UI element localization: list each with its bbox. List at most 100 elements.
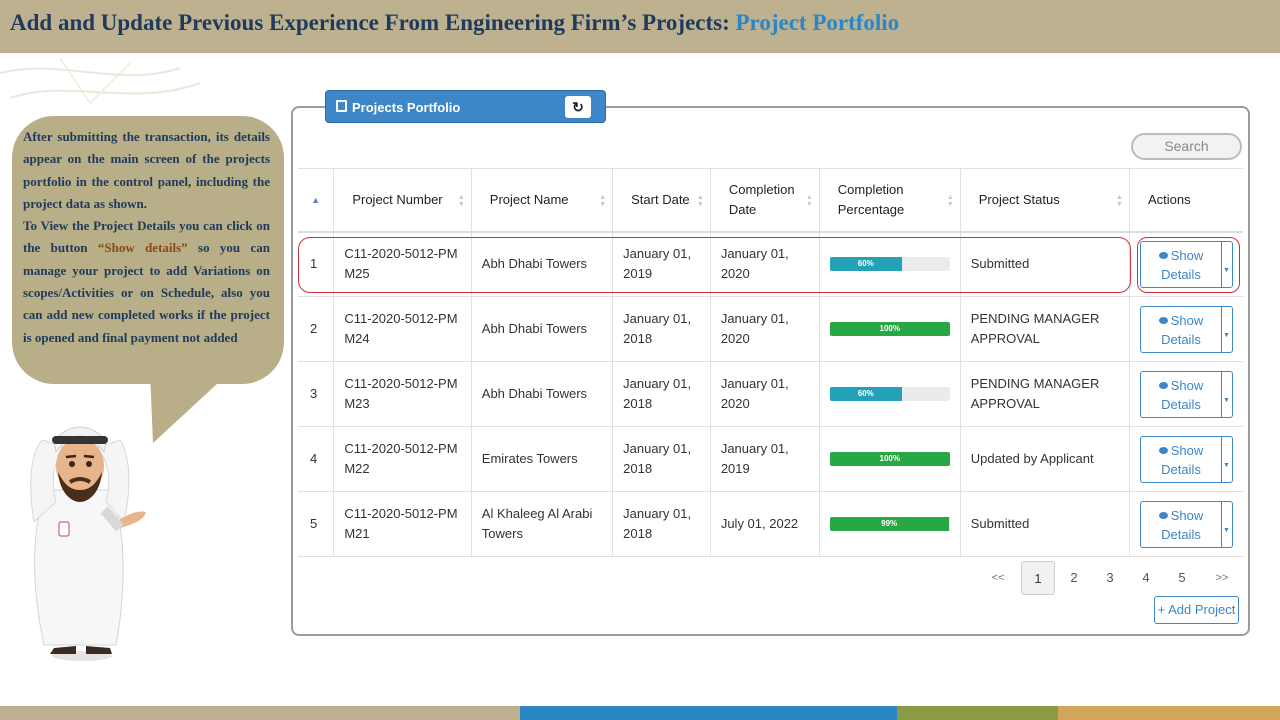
show-details-label: Show Details [1161,377,1204,412]
progress-bar: 100% [829,452,950,466]
progress-bar-fill: 100% [829,322,950,336]
actions-cell: Show Details ▼ [1129,231,1243,297]
dropdown-caret-icon[interactable]: ▼ [1223,266,1230,274]
progress-bar: 60% [829,387,950,401]
search-input[interactable]: Search [1131,133,1242,160]
column-header-project-number[interactable]: Project Number ▲ ▼ [333,168,472,233]
footer-segment [520,706,897,720]
progress-bar: 60% [829,257,950,272]
start-date-cell: January 01, 2018 [612,426,711,492]
project-name-cell: Emirates Towers [471,426,614,492]
start-date-cell: January 01, 2018 [612,491,711,557]
show-details-button[interactable]: Show Details [1141,436,1222,482]
progress-bar: 100% [829,322,950,336]
pagination-page-5[interactable]: 5 [1178,570,1186,585]
panel-title: Projects Portfolio [352,100,461,115]
column-header-actions: Actions [1129,168,1243,233]
dropdown-caret-icon[interactable]: ▼ [1223,331,1230,339]
progress-bar-fill: 100% [829,452,950,466]
project-number-cell: C11-2020-5012-PMM22 [333,426,472,492]
show-details-button[interactable]: Show Details [1141,371,1222,417]
show-details-button[interactable]: Show Details [1141,241,1222,287]
dropdown-caret-icon[interactable]: ▼ [1223,396,1230,404]
show-details-label: Show Details [1161,312,1204,347]
add-project-button[interactable]: + Add Project [1154,596,1239,624]
completion-percentage-cell: 60% [819,361,961,427]
completion-percentage-cell: 100% [819,296,961,362]
row-index: 5 [298,491,335,557]
sort-icon: ▲ ▼ [599,194,607,208]
progress-bar-fill: 60% [829,387,902,401]
project-number-cell: C11-2020-5012-PMM25 [333,231,472,297]
refresh-icon: ↻ [572,99,584,115]
sort-icon: ▲ ▼ [946,194,954,208]
show-details-button[interactable]: Show Details [1141,501,1222,547]
column-header-completion-date[interactable]: Completion Date ▲ ▼ [710,168,820,233]
speech-bubble-tail [150,372,230,443]
show-details-button-group: Show Details ▼ [1139,435,1233,483]
actions-cell: Show Details ▼ [1129,361,1243,427]
show-details-button-group: Show Details ▼ [1139,370,1233,418]
pagination-prev[interactable]: << [991,572,1005,584]
speech-bubble [12,116,284,384]
sort-icon: ▲ ▼ [805,194,813,208]
project-number-cell: C11-2020-5012-PMM21 [333,491,472,557]
table-row: 5 C11-2020-5012-PMM21 Al Khaleeg Al Arabi … [298,491,1243,557]
footer-segment [1058,706,1280,720]
refresh-button[interactable]: ↻ [565,96,591,118]
project-status-cell: PENDING MANAGER APPROVAL [960,361,1130,427]
sort-index-column-header[interactable]: ▲ [298,168,335,233]
row-index: 2 [298,296,335,362]
eye-icon [1158,251,1168,259]
show-details-label: Show Details [1161,507,1204,542]
project-status-cell: Updated by Applicant [960,426,1130,492]
project-status-cell: PENDING MANAGER APPROVAL [960,296,1130,362]
show-details-button[interactable]: Show Details [1141,306,1222,352]
completion-percentage-cell: 100% [819,426,961,492]
start-date-cell: January 01, 2018 [612,361,711,427]
project-number-cell: C11-2020-5012-PMM23 [333,361,472,427]
actions-cell: Show Details ▼ [1129,426,1243,492]
show-details-button-group: Show Details ▼ [1139,305,1233,353]
footer-segment [0,706,520,720]
pagination-page-3[interactable]: 3 [1106,570,1114,585]
column-header-project-status[interactable]: Project Status ▲ ▼ [960,168,1130,233]
project-name-cell: Abh Dhabi Towers [471,231,614,297]
button-highlight-callout [1137,237,1240,293]
eye-icon [1158,381,1168,389]
pagination-page-2[interactable]: 2 [1070,570,1078,585]
table-row: 3 C11-2020-5012-PMM23 Abh Dhabi Towers Janu… [298,361,1243,427]
table-row: 1 C11-2020-5012-PMM25 Abh Dhabi Towers Janu… [298,231,1243,297]
instruction-text: After submitting the transaction, its de… [23,129,271,345]
project-name-cell: Abh Dhabi Towers [471,361,614,427]
show-details-button-group: Show Details ▼ [1139,500,1233,548]
pagination-page-1[interactable]: 1 [1021,561,1055,595]
completion-date-cell: January 01, 2020 [710,296,820,362]
column-header-project-name[interactable]: Project Name ▲ ▼ [471,168,614,233]
actions-cell: Show Details ▼ [1129,296,1243,362]
eye-icon [1158,446,1168,454]
pagination-page-4[interactable]: 4 [1142,570,1150,585]
table-row: 2 C11-2020-5012-PMM24 Abh Dhabi Towers Janu… [298,296,1243,362]
column-header-start-date[interactable]: Start Date ▲ ▼ [612,168,711,233]
show-details-label: Show Details [1161,247,1204,282]
dropdown-caret-icon[interactable]: ▼ [1223,461,1230,469]
completion-percentage-cell: 60% [819,231,961,297]
pagination-next[interactable]: >> [1215,572,1229,584]
progress-bar-fill: 99% [829,517,949,531]
dropdown-caret-icon[interactable]: ▼ [1223,526,1230,534]
row-highlight-callout [298,237,1131,293]
book-icon [336,100,347,112]
projects-table: ▲ Project Number ▲ ▼ Project Name ▲ ▼ Start … [298,168,1243,557]
project-number-cell: C11-2020-5012-PMM24 [333,296,472,362]
show-details-button-group: Show Details ▼ [1139,240,1233,288]
eye-icon [1158,316,1168,324]
title-highlight: Project Portfolio [735,10,900,35]
sort-icon: ▲ ▼ [1116,194,1123,208]
project-status-cell: Submitted [960,231,1130,297]
completion-date-cell: January 01, 2020 [710,361,820,427]
project-name-cell: Al Khaleeg Al Arabi Towers [471,491,614,557]
column-header-completion-percentage[interactable]: Completion Percentage ▲ ▼ [819,168,961,233]
start-date-cell: January 01, 2019 [612,231,711,297]
sort-icon: ▲ ▼ [696,194,704,208]
